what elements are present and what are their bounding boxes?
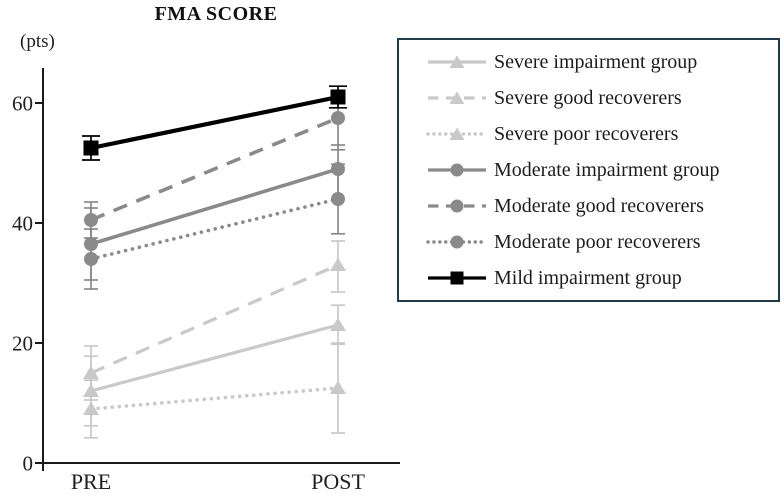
marker-severe-impairment-group-pre (83, 383, 99, 397)
marker-mild-impairment-group-pre (83, 140, 99, 156)
legend-item-label: Severe good recoverers (494, 86, 682, 109)
marker-moderate-impairment-group-pre (84, 237, 98, 251)
legend-line-sample-solid-icon (428, 55, 486, 68)
y-axis-unit-label: (pts) (20, 31, 55, 52)
legend-line-sample-solid-icon (428, 271, 486, 285)
legend-item-severe-poor-recoverers: Severe poor recoverers (399, 116, 778, 152)
marker-mild-impairment-group-post (330, 89, 346, 105)
marker-moderate-poor-recoverers-post (331, 192, 345, 206)
series-line-moderate-impairment-group (90, 167, 339, 246)
circle-marker-icon (450, 235, 464, 249)
series-line-severe-good-recoverers (90, 263, 339, 375)
series-line-severe-impairment-group (90, 323, 339, 393)
legend-item-mild-impairment-group: Mild impairment group (399, 260, 778, 296)
square-marker-icon (450, 271, 464, 285)
legend-line-sample-dotted-icon (426, 127, 488, 140)
legend-line-sample-dashed-icon (428, 199, 486, 213)
legend-item-severe-impairment-group: Severe impairment group (399, 44, 778, 80)
series-line-moderate-poor-recoverers (89, 197, 340, 261)
marker-severe-good-recoverers-pre (83, 365, 99, 379)
legend: Severe impairment group Severe good recov… (397, 38, 780, 302)
y-tick-label: 60 (12, 92, 33, 116)
legend-item-moderate-impairment-group: Moderate impairment group (399, 152, 778, 188)
legend-line-sample-dotted-icon (426, 235, 488, 249)
legend-item-label: Moderate poor recoverers (494, 230, 701, 253)
marker-moderate-good-recoverers-post (331, 111, 345, 125)
marker-moderate-good-recoverers-pre (84, 213, 98, 227)
marker-severe-poor-recoverers-pre (83, 401, 99, 415)
x-category-label-pre: PRE (71, 469, 111, 494)
triangle-marker-icon (449, 127, 465, 140)
legend-item-moderate-good-recoverers: Moderate good recoverers (399, 188, 778, 224)
chart-title: FMA SCORE (154, 3, 278, 25)
legend-item-severe-good-recoverers: Severe good recoverers (399, 80, 778, 116)
triangle-marker-icon (449, 91, 465, 104)
legend-item-label: Severe impairment group (494, 50, 698, 73)
legend-item-label: Moderate good recoverers (494, 194, 704, 217)
triangle-marker-icon (449, 55, 465, 68)
y-tick-label: 40 (12, 212, 33, 236)
legend-line-sample-solid-icon (428, 163, 486, 177)
y-tick-label: 0 (23, 452, 34, 476)
legend-item-label: Mild impairment group (494, 266, 682, 289)
marker-severe-impairment-group-post (330, 317, 346, 331)
legend-item-label: Severe poor recoverers (494, 122, 679, 145)
marker-severe-good-recoverers-post (330, 257, 346, 271)
marker-moderate-poor-recoverers-pre (84, 252, 98, 266)
legend-item-moderate-poor-recoverers: Moderate poor recoverers (399, 224, 778, 260)
series-line-moderate-good-recoverers (90, 116, 339, 222)
legend-line-sample-dashed-icon (428, 91, 486, 104)
marker-severe-poor-recoverers-post (330, 380, 346, 394)
y-tick-label: 20 (12, 332, 33, 356)
series-line-severe-poor-recoverers (89, 386, 340, 411)
circle-marker-icon (450, 199, 464, 213)
x-category-label-post: POST (311, 469, 365, 494)
series-line-mild-impairment-group (90, 94, 339, 151)
marker-moderate-impairment-group-post (331, 162, 345, 176)
circle-marker-icon (450, 163, 464, 177)
legend-item-label: Moderate impairment group (494, 158, 720, 181)
